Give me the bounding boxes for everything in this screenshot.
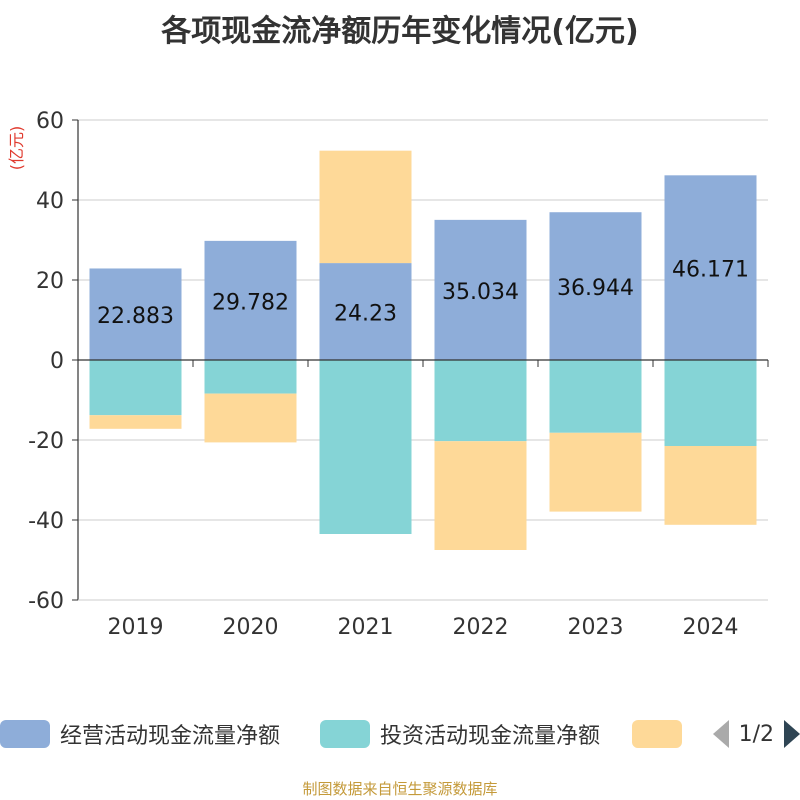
- legend-label-operating: 经营活动现金流量净额: [60, 724, 281, 749]
- legend-swatch-operating: [0, 720, 50, 748]
- bar-financing-2024: [664, 446, 757, 525]
- y-tick-label: 40: [36, 189, 64, 214]
- legend-item-investing[interactable]: 投资活动现金流量净额: [320, 718, 600, 750]
- bar-financing-2022: [434, 441, 527, 550]
- y-tick-label: 0: [50, 349, 64, 374]
- chart-title: 各项现金流净额历年变化情况(亿元): [161, 14, 639, 49]
- y-tick-label: -40: [28, 509, 64, 534]
- legend-pager: 1/2: [712, 718, 800, 750]
- legend-page-indicator: 1/2: [738, 721, 774, 747]
- data-label-operating-2020: 29.782: [212, 290, 289, 315]
- data-label-operating-2019: 22.883: [97, 304, 174, 329]
- bar-operating-2023: [549, 212, 642, 360]
- data-label-operating-2024: 46.171: [672, 258, 749, 283]
- bar-operating-2024: [664, 175, 757, 360]
- x-tick-label: 2022: [453, 615, 509, 640]
- legend-item-operating[interactable]: 经营活动现金流量净额: [0, 718, 280, 750]
- bar-financing-2021: [319, 150, 412, 264]
- legend-item-financing[interactable]: [632, 718, 692, 750]
- y-tick-label: -20: [28, 429, 64, 454]
- legend-swatch-investing: [320, 720, 370, 748]
- legend: 经营活动现金流量净额 投资活动现金流量净额 1/2: [0, 712, 800, 758]
- data-label-operating-2022: 35.034: [442, 280, 519, 305]
- bar-operating-2019: [89, 268, 182, 360]
- bar-financing-2019: [89, 415, 182, 429]
- x-tick-label: 2024: [683, 615, 739, 640]
- legend-swatch-financing: [632, 720, 682, 748]
- y-tick-label: -60: [28, 589, 64, 614]
- bar-financing-2023: [549, 432, 642, 512]
- bar-operating-2020: [204, 240, 297, 360]
- y-tick-label: 20: [36, 269, 64, 294]
- x-tick-label: 2021: [338, 615, 394, 640]
- bar-operating-2022: [434, 219, 527, 360]
- y-axis-unit: (亿元): [7, 126, 26, 171]
- x-tick-label: 2023: [568, 615, 624, 640]
- x-tick-label: 2020: [223, 615, 279, 640]
- bar-investing-2022: [434, 360, 527, 442]
- next-page-icon[interactable]: [784, 720, 800, 748]
- bar-financing-2020: [204, 393, 297, 443]
- cash-flow-chart: 60 40 20 0 -20 -40 -60 (亿元) 22.883 29.782 24.23 35.…: [7, 109, 769, 640]
- bar-investing-2019: [89, 360, 182, 416]
- data-label-operating-2021: 24.23: [334, 302, 397, 327]
- bar-investing-2020: [204, 360, 297, 394]
- bar-investing-2024: [664, 360, 757, 446]
- data-label-operating-2023: 36.944: [557, 276, 634, 301]
- bar-investing-2023: [549, 360, 642, 433]
- source-note: 制图数据来自恒生聚源数据库: [302, 780, 498, 798]
- y-tick-label: 60: [36, 109, 64, 134]
- prev-page-icon[interactable]: [712, 720, 729, 748]
- bar-operating-2021: [319, 263, 412, 360]
- bar-investing-2021: [319, 360, 412, 534]
- x-tick-label: 2019: [108, 615, 164, 640]
- legend-label-investing: 投资活动现金流量净额: [380, 724, 601, 749]
